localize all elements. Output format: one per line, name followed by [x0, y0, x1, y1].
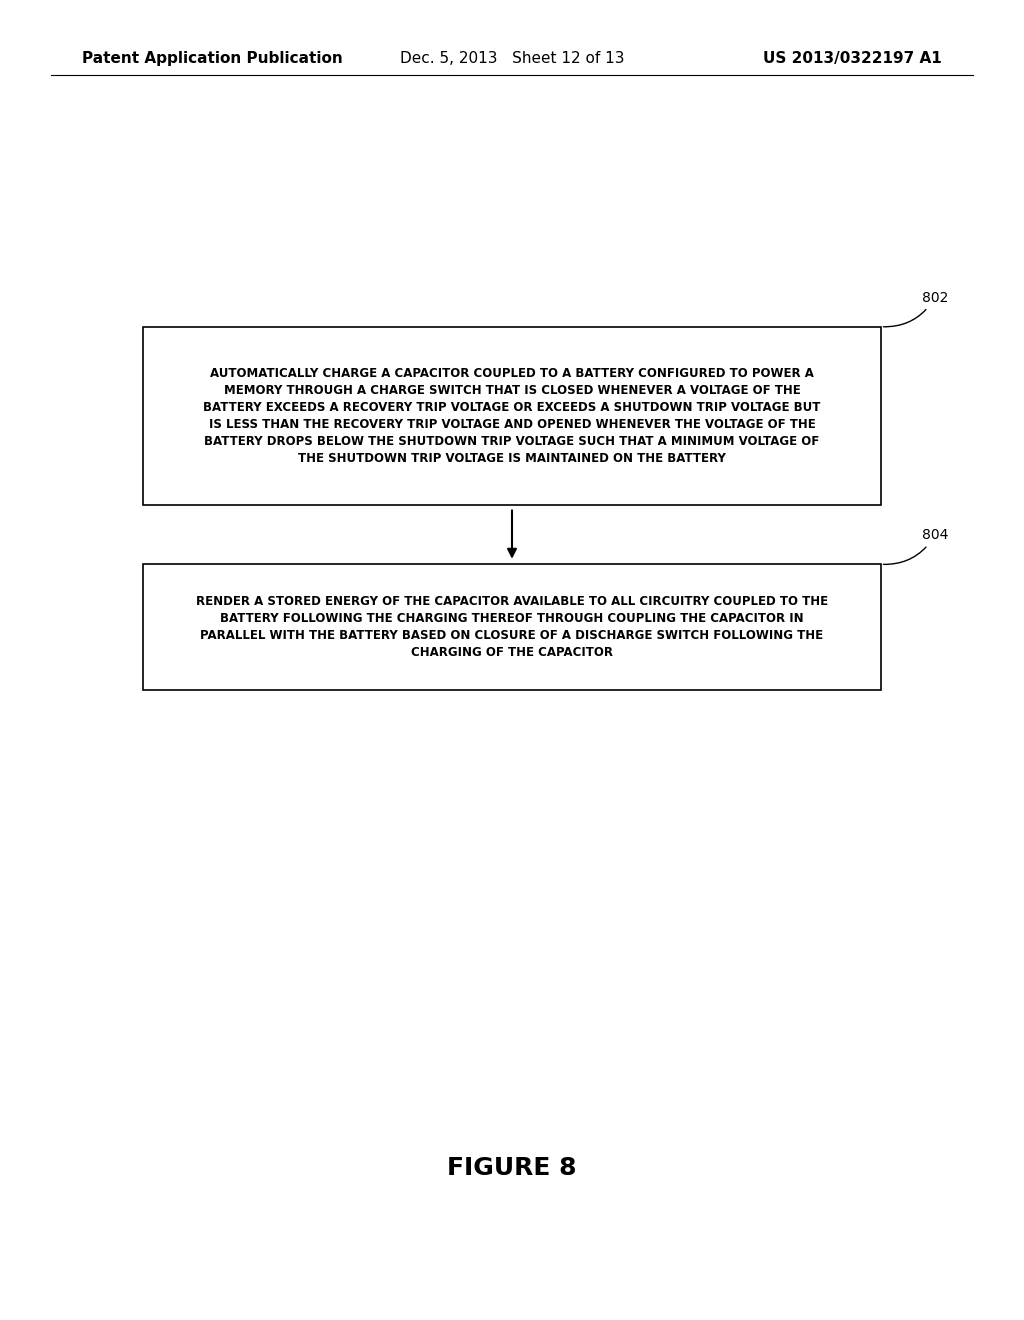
Text: AUTOMATICALLY CHARGE A CAPACITOR COUPLED TO A BATTERY CONFIGURED TO POWER A
MEMO: AUTOMATICALLY CHARGE A CAPACITOR COUPLED… — [204, 367, 820, 465]
Text: Patent Application Publication: Patent Application Publication — [82, 50, 343, 66]
Text: 802: 802 — [884, 290, 948, 327]
Text: RENDER A STORED ENERGY OF THE CAPACITOR AVAILABLE TO ALL CIRCUITRY COUPLED TO TH: RENDER A STORED ENERGY OF THE CAPACITOR … — [196, 595, 828, 659]
Text: FIGURE 8: FIGURE 8 — [447, 1156, 577, 1180]
Text: US 2013/0322197 A1: US 2013/0322197 A1 — [763, 50, 942, 66]
Text: Dec. 5, 2013   Sheet 12 of 13: Dec. 5, 2013 Sheet 12 of 13 — [399, 50, 625, 66]
Text: 804: 804 — [884, 528, 948, 565]
FancyBboxPatch shape — [143, 326, 881, 504]
FancyBboxPatch shape — [143, 565, 881, 689]
